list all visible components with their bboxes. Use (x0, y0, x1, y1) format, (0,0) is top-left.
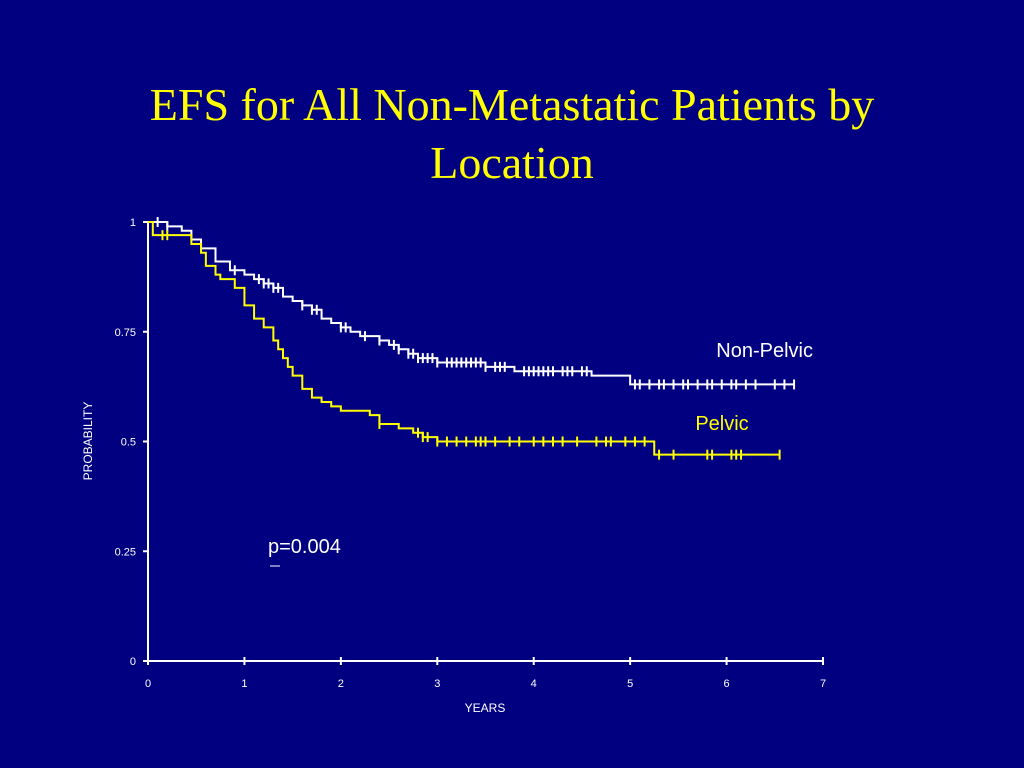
y-axis-title: PROBABILITY (81, 402, 95, 481)
y-tick-label: 0.25 (115, 546, 136, 558)
y-tick-label: 0.5 (121, 437, 136, 449)
slide-title-line-2: Location (430, 137, 594, 188)
x-tick-label: 5 (627, 678, 633, 690)
non-pelvic-series-label: Non-Pelvic (716, 340, 813, 362)
x-tick-label: 2 (338, 678, 344, 690)
x-tick-label: 1 (241, 678, 247, 690)
y-tick-label: 0 (130, 656, 136, 668)
y-tick-label: 0.75 (115, 327, 136, 339)
pelvic-series-label: Pelvic (695, 413, 748, 435)
x-tick-label: 3 (434, 678, 440, 690)
slide-title-line-1: EFS for All Non-Metastatic Patients by (149, 79, 875, 130)
survival-curves (148, 217, 796, 460)
slide-title: EFS for All Non-Metastatic Patients by L… (0, 76, 1024, 192)
axes: 0 1 2 3 4 5 6 7 0 0.25 0.5 0.75 1 (115, 217, 826, 690)
x-tick-label: 4 (531, 678, 537, 690)
y-tick-label: 1 (130, 217, 136, 229)
x-tick-label: 6 (724, 678, 730, 690)
x-tick-label: 0 (145, 678, 151, 690)
pelvic-curve (148, 221, 780, 456)
p-value-annotation: p=0.004 (268, 536, 341, 558)
x-tick-label: 7 (820, 678, 826, 690)
x-axis-title: YEARS (465, 701, 506, 715)
